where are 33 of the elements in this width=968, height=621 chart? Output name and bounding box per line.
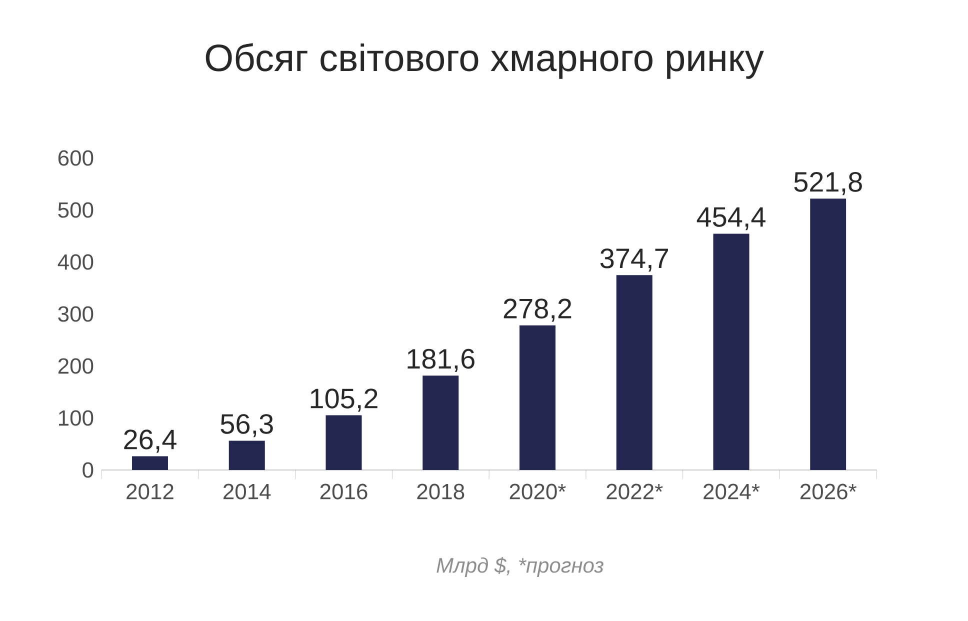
x-tick-label: 2020* [510,484,566,500]
x-axis-title: Млрд $, *прогноз [436,557,604,577]
bar [616,275,652,470]
y-tick-label: 100 [59,410,94,426]
data-label: 521,8 [794,172,862,196]
chart-title: Обсяг світового хмарного ринку [206,43,764,79]
bar [810,198,846,470]
data-label: 105,2 [310,388,378,412]
y-tick-label: 300 [58,306,94,322]
y-tick-label: 500 [58,202,94,218]
x-tick-label: 2016 [320,484,368,500]
x-tick-label: 2012 [126,484,174,500]
data-label: 454,4 [696,207,766,230]
bar [422,376,459,470]
bar [326,415,362,470]
bar [132,456,168,470]
x-tick-label: 2022* [606,484,663,500]
bar [520,325,556,470]
y-tick-label: 200 [58,358,94,374]
data-label: 56,3 [220,414,273,438]
y-tick-label: 400 [58,254,94,270]
x-tick-label: 2026* [800,484,857,500]
data-label: 374,7 [600,248,668,272]
x-tick-label: 2018 [417,484,464,500]
data-label: 181,6 [408,348,474,372]
x-tick-label: 2014 [224,484,271,500]
bar [713,234,750,470]
data-label: 278,2 [504,298,572,322]
bar [228,440,265,470]
x-tick-label: 2024* [704,484,760,500]
y-tick-label: 0 [82,462,94,478]
data-label: 26,4 [124,430,176,453]
y-tick-label: 600 [58,150,94,166]
